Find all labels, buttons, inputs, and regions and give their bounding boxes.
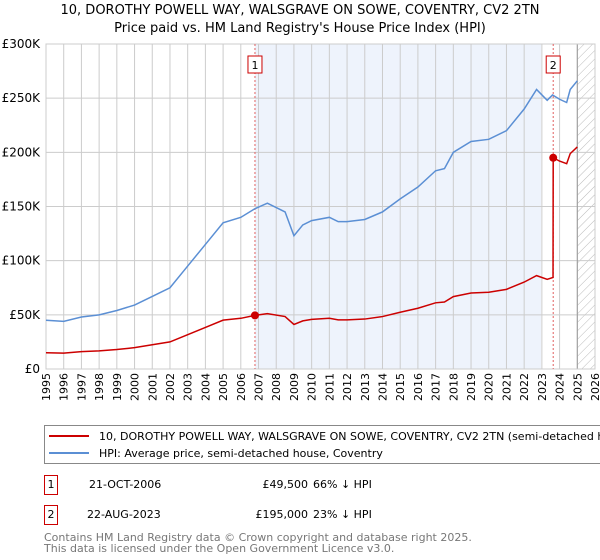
red-line-icon bbox=[49, 435, 89, 437]
y-tick-label: £300K bbox=[2, 37, 42, 51]
sale-price: £195,000 bbox=[255, 508, 309, 521]
annotation-label: 1 bbox=[251, 59, 258, 72]
x-tick-label: 2013 bbox=[359, 373, 372, 401]
sale-point bbox=[250, 311, 259, 320]
legend-item-price: 10, DOROTHY POWELL WAY, WALSGRAVE ON SOW… bbox=[49, 428, 600, 444]
x-tick-label: 2019 bbox=[465, 373, 478, 401]
hpi-line bbox=[45, 80, 578, 323]
x-tick-label: 2024 bbox=[554, 373, 567, 401]
x-tick-label: 1995 bbox=[40, 373, 53, 401]
x-tick-label: 2010 bbox=[306, 373, 319, 401]
sale-marker: 2 bbox=[44, 505, 58, 525]
x-tick-label: 2011 bbox=[323, 373, 336, 401]
x-tick-label: 2000 bbox=[129, 373, 142, 401]
sale-marker: 1 bbox=[44, 475, 58, 495]
y-tick-label: £50K bbox=[9, 308, 41, 322]
legend-label: HPI: Average price, semi-detached house,… bbox=[99, 446, 383, 460]
x-tick-label: 2007 bbox=[253, 373, 266, 401]
y-tick-label: £250K bbox=[2, 91, 42, 105]
x-tick-label: 2018 bbox=[447, 373, 460, 401]
chart-subtitle: Price paid vs. HM Land Registry's House … bbox=[114, 21, 486, 36]
sale-hpi: 66% ↓ HPI bbox=[313, 478, 372, 491]
y-tick-label: £150K bbox=[2, 200, 42, 214]
plot-frame bbox=[45, 43, 596, 370]
x-tick-label: 2022 bbox=[518, 373, 531, 401]
x-tick-label: 2026 bbox=[589, 373, 600, 401]
annotation-box bbox=[247, 55, 263, 74]
sale-row: 2 22-AUG-2023 £195,000 23% ↓ HPI bbox=[44, 505, 444, 525]
annotation-label: 2 bbox=[550, 59, 557, 72]
x-tick-label: 2004 bbox=[199, 373, 212, 401]
legend-label: 10, DOROTHY POWELL WAY, WALSGRAVE ON SOW… bbox=[99, 429, 600, 443]
y-tick-label: £0 bbox=[25, 362, 40, 376]
x-tick-label: 1999 bbox=[111, 373, 124, 401]
x-tick-label: 2016 bbox=[412, 373, 425, 401]
x-tick-label: 2025 bbox=[571, 373, 584, 401]
x-tick-label: 2005 bbox=[217, 373, 230, 401]
sale-point bbox=[549, 153, 558, 162]
x-tick-label: 1997 bbox=[75, 373, 88, 401]
sale-hpi: 23% ↓ HPI bbox=[313, 508, 372, 521]
blue-line-icon bbox=[49, 452, 89, 454]
x-tick-label: 2008 bbox=[270, 373, 283, 401]
x-tick-label: 2023 bbox=[536, 373, 549, 401]
footer-licence: This data is licensed under the Open Gov… bbox=[44, 542, 395, 555]
x-tick-label: 1998 bbox=[93, 373, 106, 401]
x-tick-label: 2001 bbox=[146, 373, 159, 401]
x-tick-label: 2015 bbox=[394, 373, 407, 401]
y-tick-label: £200K bbox=[2, 145, 42, 159]
x-tick-label: 2012 bbox=[341, 373, 354, 401]
price-chart: 1995 1996 1997 1998 1999 2000 2001 2002 2003 2004… bbox=[2, 37, 600, 401]
x-tick-label: 2014 bbox=[376, 373, 389, 401]
x-tick-label: 2009 bbox=[288, 373, 301, 401]
y-tick-label: £100K bbox=[2, 254, 42, 268]
legend-item-hpi: HPI: Average price, semi-detached house,… bbox=[49, 445, 383, 461]
sale-date: 21-OCT-2006 bbox=[89, 478, 162, 491]
legend: 10, DOROTHY POWELL WAY, WALSGRAVE ON SOW… bbox=[44, 425, 600, 464]
sale-price: £49,500 bbox=[262, 478, 309, 491]
chart-title: 10, DOROTHY POWELL WAY, WALSGRAVE ON SOW… bbox=[60, 3, 540, 18]
annotation-box bbox=[545, 55, 561, 74]
x-tick-label: 1996 bbox=[58, 373, 71, 401]
x-tick-label: 2017 bbox=[430, 373, 443, 401]
x-tick-label: 2006 bbox=[235, 373, 248, 401]
footer-copyright: Contains HM Land Registry data © Crown c… bbox=[44, 531, 472, 544]
sale-date: 22-AUG-2023 bbox=[87, 508, 161, 521]
x-tick-label: 2021 bbox=[500, 373, 513, 401]
x-tick-label: 2002 bbox=[164, 373, 177, 401]
x-tick-label: 2003 bbox=[182, 373, 195, 401]
price-line bbox=[45, 146, 578, 354]
x-tick-label: 2020 bbox=[483, 373, 496, 401]
sale-row: 1 21-OCT-2006 £49,500 66% ↓ HPI bbox=[44, 475, 444, 495]
